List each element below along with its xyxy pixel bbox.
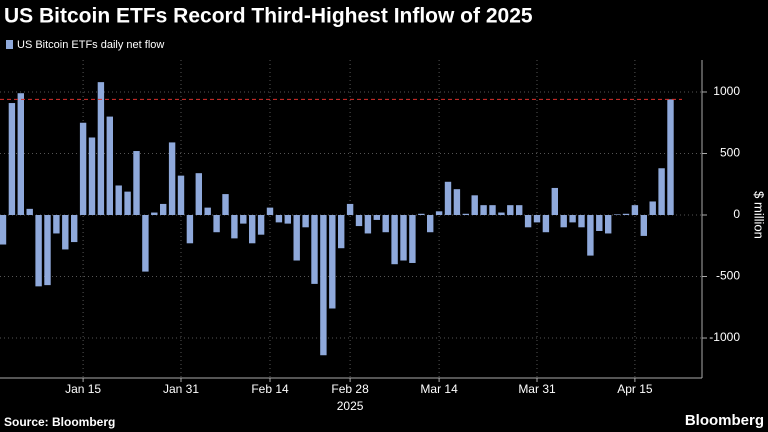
- bar: [8, 103, 16, 216]
- x-tick-label: Apr 15: [617, 382, 653, 396]
- bar: [168, 142, 176, 216]
- bar: [231, 215, 238, 239]
- bar: [409, 215, 416, 263]
- bar: [186, 215, 194, 244]
- bar: [88, 137, 96, 216]
- x-tick-label: Mar 14: [420, 382, 458, 396]
- legend-label: US Bitcoin ETFs daily net flow: [17, 39, 164, 51]
- source: Source: Bloomberg: [4, 415, 115, 429]
- bar: [507, 205, 514, 216]
- bar: [249, 215, 256, 244]
- y-tick-label: -500: [716, 269, 740, 283]
- bar: [551, 187, 558, 216]
- bar: [418, 213, 425, 216]
- bar: [320, 215, 327, 356]
- y-tick-label: 500: [720, 146, 740, 160]
- bar: [435, 211, 443, 216]
- bar: [26, 208, 33, 216]
- bar: [667, 99, 674, 216]
- bar: [17, 93, 24, 216]
- bar: [533, 215, 541, 223]
- bar: [524, 215, 532, 228]
- bar: [569, 215, 576, 223]
- bar: [364, 215, 372, 234]
- bar: [0, 215, 7, 245]
- bar: [400, 215, 407, 261]
- bar: [35, 215, 42, 287]
- bar: [542, 215, 550, 233]
- bar: [516, 205, 523, 216]
- bar: [97, 82, 105, 216]
- bar: [338, 215, 345, 249]
- bar: [382, 215, 389, 233]
- bar: [266, 207, 274, 216]
- bar: [427, 215, 434, 233]
- bar: [222, 194, 229, 216]
- bar: [311, 215, 318, 284]
- y-tick-label: 0: [733, 207, 740, 221]
- bar: [613, 214, 621, 216]
- y-tick-label: -1000: [709, 330, 740, 344]
- bar: [498, 212, 505, 216]
- bar: [124, 191, 131, 216]
- bar: [62, 215, 69, 250]
- bar: [115, 185, 122, 216]
- bar: [391, 215, 398, 265]
- y-axis-label: $ million: [752, 191, 767, 239]
- bar: [213, 215, 220, 233]
- bar: [373, 215, 380, 220]
- bar: [622, 213, 630, 216]
- y-tick-label: 1000: [713, 84, 740, 98]
- bar: [596, 215, 603, 231]
- bar: [106, 116, 113, 216]
- bar: [329, 215, 336, 309]
- bar: [480, 205, 487, 216]
- bar: [462, 213, 469, 216]
- chart-title: US Bitcoin ETFs Record Third-Highest Inf…: [4, 5, 533, 28]
- bar: [71, 215, 78, 243]
- bar: [631, 205, 639, 216]
- bar: [275, 215, 283, 223]
- bar: [658, 168, 665, 216]
- bar: [44, 215, 51, 286]
- bar: [284, 215, 291, 224]
- bar: [204, 207, 211, 216]
- legend-swatch: [6, 40, 13, 49]
- bar: [489, 205, 496, 216]
- bar: [578, 215, 585, 228]
- x-tick-label: Feb 14: [251, 382, 289, 396]
- bar: [293, 215, 300, 261]
- bar: [453, 189, 461, 216]
- x-tick-label: Jan 31: [163, 382, 199, 396]
- bar: [133, 151, 140, 216]
- bar: [160, 203, 167, 216]
- bar: [560, 215, 567, 228]
- bar: [142, 215, 149, 272]
- x-tick-label: Jan 15: [65, 382, 101, 396]
- bar: [177, 175, 185, 216]
- bar: [444, 181, 452, 216]
- bar: [151, 212, 158, 216]
- bar: [53, 215, 60, 234]
- bar: [605, 215, 612, 234]
- bar: [640, 215, 647, 236]
- x-tick-label: Feb 28: [331, 382, 369, 396]
- bar: [257, 215, 265, 235]
- x-year-label: 2025: [337, 399, 364, 413]
- bar: [195, 173, 202, 216]
- bar: [355, 215, 363, 227]
- bar: [587, 215, 594, 256]
- brand-logo: Bloomberg: [685, 412, 764, 429]
- bar: [471, 195, 478, 216]
- bar: [346, 203, 354, 216]
- bar: [302, 215, 309, 228]
- bar: [240, 215, 247, 224]
- x-tick-label: Mar 31: [518, 382, 556, 396]
- bar: [79, 122, 87, 216]
- bar: [649, 201, 656, 216]
